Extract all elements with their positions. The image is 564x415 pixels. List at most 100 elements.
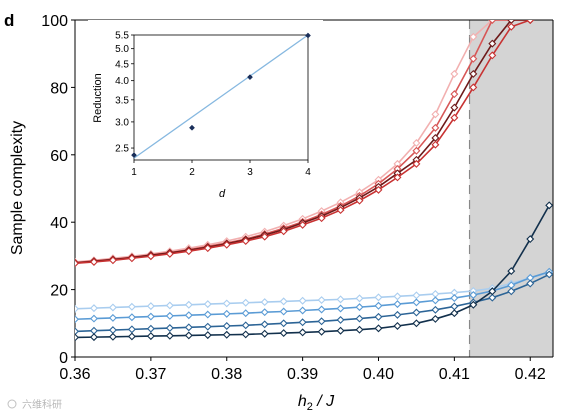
series-point xyxy=(241,321,250,330)
series-point xyxy=(241,237,250,246)
series-point xyxy=(412,146,421,155)
series-point xyxy=(279,329,288,338)
shaded-region-layer xyxy=(468,20,553,357)
series-point xyxy=(146,332,155,341)
x-tick-label: 0.39 xyxy=(287,366,318,383)
inset-series-layer xyxy=(131,32,311,159)
series-point xyxy=(127,313,136,322)
x-axis-label: h2 / J xyxy=(298,393,335,413)
x-axis-label-main: h xyxy=(298,393,307,410)
series-point xyxy=(431,290,440,298)
series-point xyxy=(507,267,516,276)
x-axis-label-subscript: 2 xyxy=(307,401,313,413)
series-point xyxy=(355,325,364,334)
y-axis-label: Sample complexity xyxy=(9,121,26,255)
watermark-logo-icon xyxy=(7,399,17,409)
series-point xyxy=(279,319,288,328)
series-point xyxy=(222,299,231,308)
inset-fit-line xyxy=(133,34,309,159)
x-tick-label: 0.41 xyxy=(439,366,470,383)
series-point xyxy=(222,240,231,249)
series-point xyxy=(165,311,174,320)
series-point xyxy=(89,333,98,342)
y-tick-label: 80 xyxy=(50,80,68,97)
series-point xyxy=(488,20,497,24)
series-point xyxy=(374,293,383,302)
series-point xyxy=(241,298,250,307)
x-axis-label-rest: / J xyxy=(313,393,335,410)
series-point xyxy=(184,247,193,256)
series-point xyxy=(336,206,345,215)
series-point xyxy=(450,309,459,318)
series-point xyxy=(336,304,345,313)
x-tick-label: 0.37 xyxy=(135,366,166,383)
series-point xyxy=(431,110,440,119)
series-point xyxy=(222,330,231,339)
series-point xyxy=(203,331,212,340)
series-point xyxy=(75,327,79,336)
series-point xyxy=(203,310,212,319)
series-point xyxy=(526,279,535,288)
series-point xyxy=(488,39,497,48)
series-point xyxy=(412,319,421,328)
main-tick-labels: 0.36 0.37 0.38 0.39 0.40 0.41 0.42 0 20 40 60 80 100 xyxy=(41,13,546,383)
series-point xyxy=(165,249,174,258)
series-point xyxy=(412,139,421,147)
series-point xyxy=(108,256,117,265)
series-point xyxy=(412,291,421,300)
series-point xyxy=(355,196,364,205)
series-point xyxy=(241,309,250,318)
y-tick-label: 0 xyxy=(59,350,68,367)
series-point xyxy=(89,304,98,313)
inset-axes xyxy=(131,34,309,163)
series-point xyxy=(431,140,440,149)
series-point xyxy=(412,308,421,317)
series-point xyxy=(184,323,193,332)
series-point xyxy=(507,22,516,31)
series-point xyxy=(431,305,440,314)
series-point xyxy=(374,324,383,333)
main-series-layer xyxy=(75,20,553,342)
inset-tick-labels: 1 2 3 4 2.5 3.0 3.5 4.0 4.5 5.0 5.5 xyxy=(115,31,311,179)
inset-frame xyxy=(133,34,309,161)
panel-letter: d xyxy=(4,11,14,30)
series-point xyxy=(127,254,136,263)
series-point xyxy=(127,302,136,311)
series-point xyxy=(450,113,459,122)
series-point xyxy=(203,300,212,309)
inset-y-tick-label: 5.0 xyxy=(115,44,129,55)
series-point xyxy=(355,303,364,312)
watermark: 六维科研 xyxy=(7,398,62,411)
shaded-region xyxy=(469,20,553,357)
x-tick-label: 0.42 xyxy=(515,366,546,383)
series-point xyxy=(298,296,307,305)
y-tick-label: 100 xyxy=(41,13,68,30)
series-point xyxy=(393,310,402,319)
series-point xyxy=(450,302,459,311)
series-point xyxy=(393,322,402,330)
series-point xyxy=(127,325,136,334)
series-point xyxy=(545,201,553,210)
inset-background xyxy=(88,20,323,205)
watermark-text: 六维科研 xyxy=(22,398,62,411)
inset-x-tick-label: 4 xyxy=(305,167,311,178)
series-point xyxy=(431,296,440,305)
series-point xyxy=(260,308,269,317)
series-point xyxy=(374,312,383,321)
series-point xyxy=(108,326,117,335)
series-point xyxy=(203,322,212,331)
inset-y-tick-label: 3.0 xyxy=(115,117,129,128)
series-point xyxy=(317,214,326,223)
series-point xyxy=(526,20,535,24)
series-point xyxy=(75,259,79,268)
series-point xyxy=(89,314,98,323)
series-point xyxy=(241,330,250,339)
inset-y-axis-label: Reduction xyxy=(92,73,104,123)
series-point xyxy=(469,32,478,41)
series-point xyxy=(374,301,383,310)
series-point xyxy=(317,327,326,336)
series-point xyxy=(488,287,497,296)
inset-data-point xyxy=(131,152,137,159)
series-point xyxy=(165,324,174,332)
